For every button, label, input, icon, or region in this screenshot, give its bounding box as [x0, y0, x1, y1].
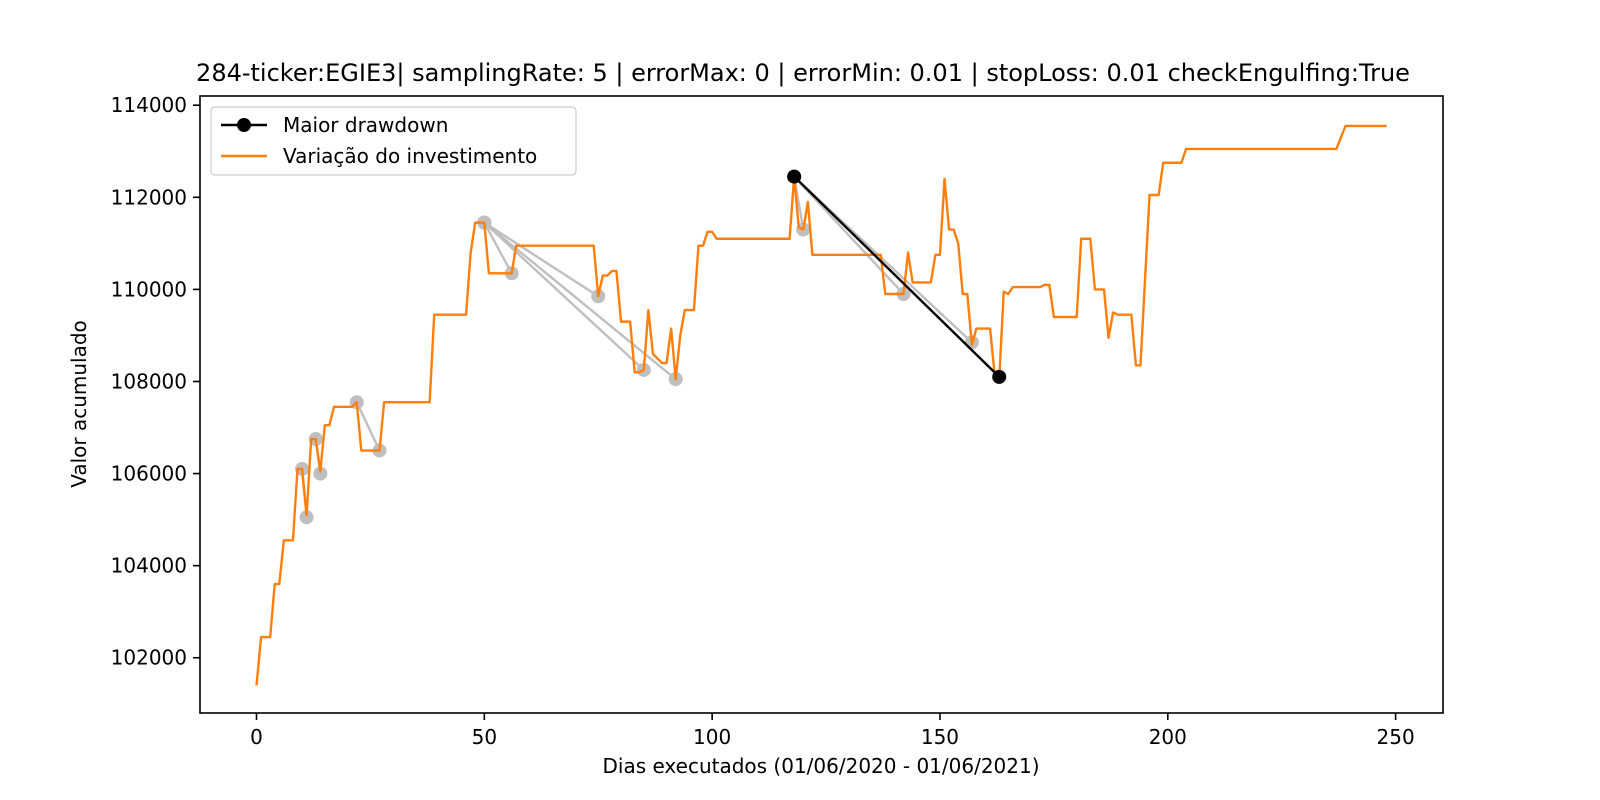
x-tick-label: 150 [921, 725, 959, 749]
x-tick-label: 250 [1377, 725, 1415, 749]
legend-max-drawdown-label: Maior drawdown [283, 113, 448, 137]
x-tick-label: 200 [1149, 725, 1187, 749]
investment-line [255, 124, 1387, 686]
y-tick-label: 108000 [111, 369, 187, 393]
y-axis: 102000 104000 106000 108000 110000 112000 1140… [111, 93, 200, 670]
max-drawdown-point [992, 369, 1007, 384]
drawdown-segment [793, 175, 905, 295]
x-axis: 0 50 100 150 200 250 [250, 713, 1415, 749]
x-tick-label: 0 [250, 725, 263, 749]
drawdown-point [299, 510, 314, 525]
y-tick-label: 102000 [111, 646, 187, 670]
x-axis-label: Dias executados (01/06/2020 - 01/06/2021… [602, 754, 1039, 778]
y-tick-label: 110000 [111, 277, 187, 301]
chart-title: 284-ticker:EGIE3| samplingRate: 5 | erro… [196, 59, 1410, 87]
max-drawdown-series [787, 169, 1007, 384]
investment-series [255, 124, 1387, 686]
y-tick-label: 104000 [111, 554, 187, 578]
legend-max-drawdown-marker [237, 118, 251, 132]
drawdown-segment [483, 222, 513, 274]
x-tick-label: 100 [693, 725, 731, 749]
y-axis-label: Valor acumulado [67, 320, 91, 488]
legend-investment-label: Variação do investimento [283, 144, 537, 168]
legend-box [210, 106, 577, 176]
drawdown-segment [483, 221, 645, 371]
x-tick-label: 50 [472, 725, 497, 749]
max-drawdown-point [787, 169, 802, 184]
max-drawdown-line [793, 175, 1001, 378]
legend: Maior drawdown Variação do investimento [210, 106, 577, 176]
y-tick-label: 106000 [111, 462, 187, 486]
drawdown-point [313, 466, 328, 481]
drawdown-segment [483, 221, 599, 298]
plot-area [255, 124, 1387, 686]
y-tick-label: 114000 [111, 93, 187, 117]
drawdown-segment [355, 401, 381, 452]
plot-frame [199, 95, 1444, 714]
y-tick-label: 112000 [111, 185, 187, 209]
